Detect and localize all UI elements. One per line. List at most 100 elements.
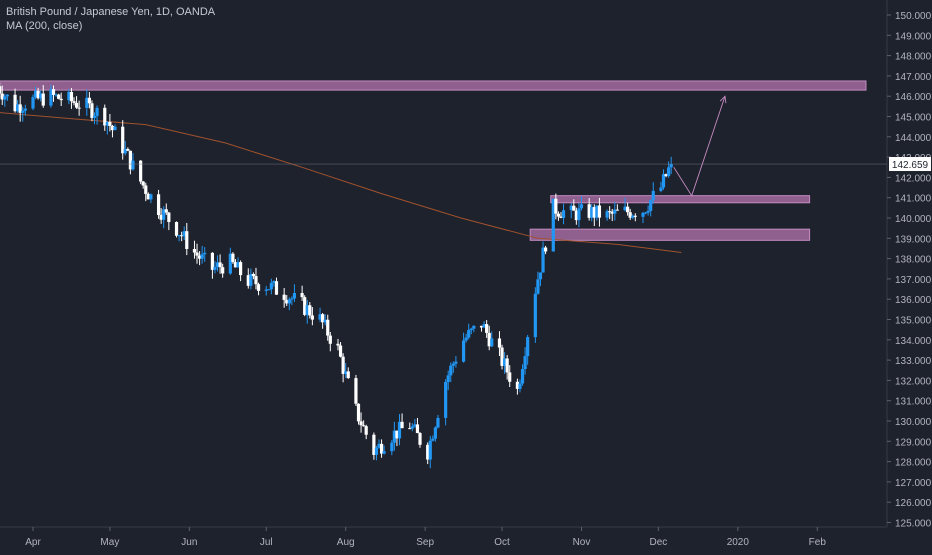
candle-body (664, 174, 668, 177)
candle-body (0, 86, 2, 94)
candle-body (633, 215, 637, 217)
candle-body (641, 212, 645, 217)
price-tick-label: 141.000 (895, 194, 932, 205)
candle-body (113, 126, 117, 131)
candle-body (590, 207, 594, 218)
candle-body (661, 174, 666, 188)
candle-body (146, 193, 150, 200)
candle-body (246, 275, 250, 286)
time-tick-label: Oct (494, 537, 510, 548)
candle-body (231, 253, 235, 263)
price-tick-label: 134.000 (895, 336, 932, 347)
candle-body (215, 262, 220, 267)
price-tick-label: 149.000 (895, 31, 932, 42)
candle-body (167, 212, 171, 223)
candle-body (210, 252, 215, 270)
candle-body (631, 215, 635, 218)
candle-body (274, 281, 279, 295)
price-tick-label: 139.000 (895, 234, 932, 245)
candle-body (95, 107, 99, 116)
candle-body (292, 293, 297, 299)
candle-body (418, 433, 422, 445)
candle-body (21, 110, 25, 113)
candle-body (487, 332, 491, 347)
candle-body (628, 212, 632, 218)
candle-body (497, 338, 502, 348)
candle-body (267, 289, 271, 291)
symbol-title[interactable]: British Pound / Japanese Yen, 1D, OANDA (6, 6, 216, 18)
price-tick-label: 127.000 (895, 478, 932, 489)
price-tick-label: 145.000 (895, 113, 932, 124)
time-tick-label: Nov (573, 537, 591, 548)
candle-body (18, 104, 22, 113)
candle-body (321, 314, 325, 323)
candle-body (626, 206, 630, 213)
time-tick-label: May (100, 537, 119, 548)
candle-body (69, 91, 74, 102)
candle-body (415, 424, 420, 434)
candle-body (400, 421, 404, 429)
candle-body (131, 160, 135, 170)
candle-body (192, 249, 197, 253)
candle-body (177, 235, 181, 237)
projection-path (673, 96, 726, 197)
candle-body (141, 181, 145, 186)
candle-body (149, 194, 153, 200)
candle-body (518, 383, 522, 389)
price-tick-label: 133.000 (895, 356, 932, 367)
candle-body (372, 434, 376, 455)
candle-body (374, 447, 379, 455)
candle-body (51, 89, 56, 95)
candle-body (105, 121, 109, 126)
time-tick-label: Aug (337, 537, 355, 548)
ma-indicator-label[interactable]: MA (200, close) (6, 20, 83, 32)
candle-body (382, 451, 386, 454)
candle-body (613, 209, 617, 214)
candle-body (159, 214, 163, 220)
candle-body (577, 208, 581, 221)
candle-body (556, 213, 561, 217)
candle-body (659, 187, 663, 191)
candle-body (469, 328, 473, 331)
candle-body (551, 198, 555, 252)
price-tick-label: 131.000 (895, 397, 932, 408)
candle-body (359, 421, 363, 426)
price-tick-label: 144.000 (895, 133, 932, 144)
candle-body (651, 190, 655, 201)
candle-body (397, 421, 402, 439)
candle-body (249, 274, 253, 286)
candle-body (174, 222, 179, 236)
candle-body (643, 212, 648, 214)
candle-body (87, 97, 91, 104)
candle-body (336, 343, 340, 346)
candle-body (182, 231, 186, 237)
candle-body (515, 381, 520, 389)
candle-body (287, 299, 291, 304)
price-tick-label: 136.000 (895, 295, 932, 306)
candle-body (156, 194, 161, 215)
candle-body (446, 375, 450, 382)
candle-body (536, 279, 540, 294)
candle-body (36, 90, 40, 99)
candle-body (3, 96, 7, 100)
candle-body (354, 378, 358, 404)
candle-body (23, 108, 27, 111)
candle-body (218, 262, 222, 268)
candle-body (410, 426, 414, 429)
candle-body (615, 209, 619, 211)
candle-body (92, 115, 97, 118)
time-tick-label: Jul (260, 537, 273, 548)
candle-body (290, 298, 294, 300)
candle-body (554, 198, 558, 214)
price-tick-label: 147.000 (895, 72, 932, 83)
candle-body (623, 206, 627, 211)
candle-body (485, 324, 489, 333)
candle-body (413, 424, 417, 427)
candle-body (467, 330, 471, 338)
candle-body (646, 210, 650, 213)
candle-body (251, 274, 256, 277)
price-tick-label: 126.000 (895, 498, 932, 509)
candle-body (341, 356, 345, 374)
